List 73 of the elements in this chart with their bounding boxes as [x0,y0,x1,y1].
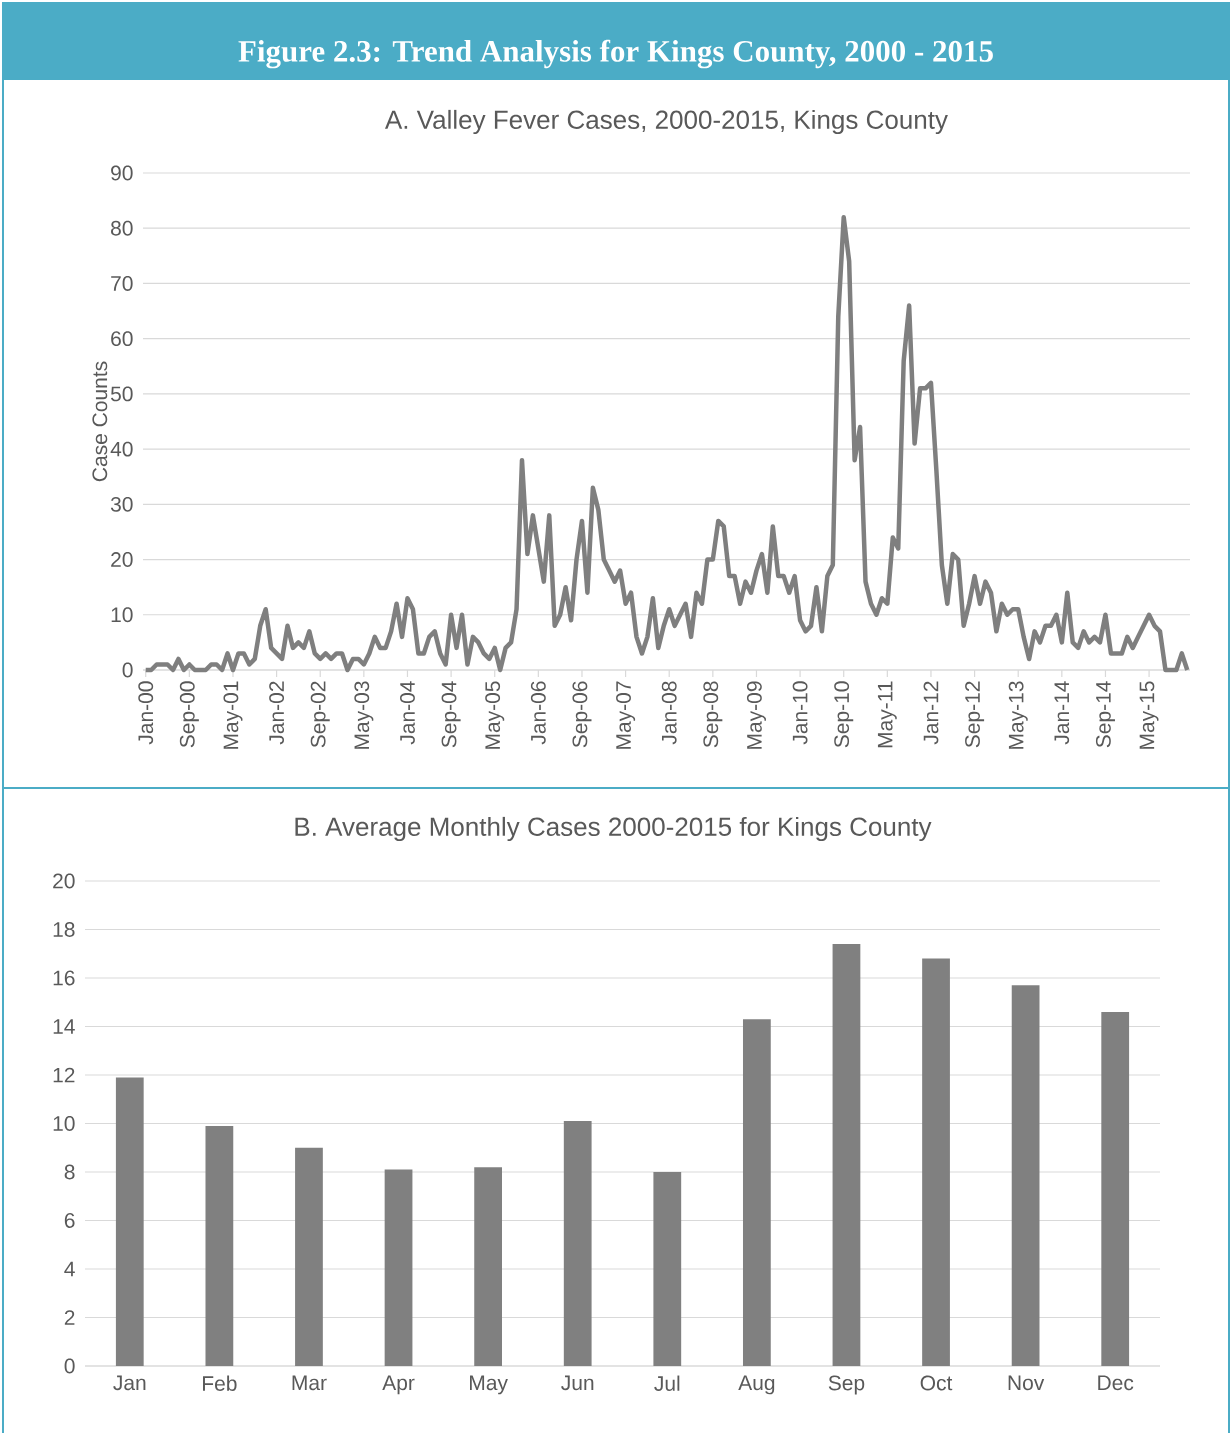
x-tick-label: Sep-14 [1095,681,1115,748]
y-tick-label: 60 [111,331,133,347]
x-tick-label: May-15 [1139,681,1159,749]
y-tick-label: 10 [111,607,133,623]
x-tick-label: May [470,1375,508,1395]
y-tick-label: 18 [53,922,75,937]
x-tick-label: Nov [1008,1375,1045,1391]
y-tick-label: 16 [53,970,75,986]
x-tick-label: Feb [203,1375,237,1391]
bar [1011,985,1040,1366]
y-tick-label: 12 [53,1067,75,1083]
x-tick-label: Dec [1098,1375,1134,1391]
bar [742,1019,771,1366]
x-tick-label: Aug [738,1375,775,1395]
y-tick-label: 20 [111,552,133,567]
x-tick-label: May-03 [354,681,374,749]
y-tick-label: 70 [111,276,133,291]
x-tick-label: Jan-08 [661,681,677,745]
x-tick-label: Sep-00 [179,681,199,748]
y-tick-label: 14 [53,1019,75,1034]
x-tick-label: Jan-00 [138,681,154,745]
x-tick-label: Apr [382,1375,415,1395]
bar [295,1147,323,1366]
chart-subtitle: A. Valley Fever Cases, 2000-2015, Kings County [384,109,948,135]
y-tick-label: 90 [111,165,133,181]
y-tick-label: 50 [110,386,133,402]
x-tick-label: Oct [920,1375,953,1391]
x-tick-label: Jan-10 [792,681,808,745]
y-tick-label: 10 [53,1116,75,1131]
x-tick-label: Jan-04 [400,681,415,745]
x-tick-label: Sep-10 [834,681,854,748]
y-tick-label: 0 [64,1358,75,1374]
x-tick-label: Jan [113,1375,146,1391]
x-tick-label: Jul [654,1375,680,1391]
x-tick-label: Sep-06 [572,681,592,748]
y-tick-label: 8 [64,1164,75,1180]
bar [922,958,950,1366]
y-tick-label: 6 [64,1213,75,1228]
y-tick-label: 20 [53,873,75,889]
x-tick-label: May-01 [223,681,243,749]
x-tick-label: Sep-02 [310,681,330,748]
x-tick-label: Jun [561,1375,594,1391]
x-tick-label: May-05 [485,681,505,749]
x-tick-label: Sep-08 [703,681,723,748]
y-tick-label: 0 [122,662,133,678]
bar [474,1167,503,1366]
x-tick-label: May-07 [616,681,636,749]
x-tick-label: May-11 [877,681,897,748]
y-tick-label: 4 [64,1261,75,1277]
bar [205,1125,234,1366]
x-tick-label: Jan-12 [923,681,939,745]
y-axis-title: Case Counts [92,361,108,482]
chart-title: Figure 2.3: Trend Analysis for Kings County, 2000 - 2015 [238,39,993,69]
bar [832,944,861,1366]
x-tick-label: Mar [292,1375,327,1391]
x-tick-label: Jan-06 [530,681,546,745]
x-tick-label: Jan-14 [1054,681,1070,745]
bar [384,1169,413,1366]
bar [563,1121,592,1366]
y-tick-label: 40 [110,441,133,457]
y-tick-label: 30 [110,496,133,512]
x-tick-label: Sep-12 [965,681,985,748]
chart-title: B. Average Monthly Cases 2000-2015 for Kings County [295,816,932,842]
bar [115,1077,144,1366]
y-tick-label: 2 [64,1310,75,1325]
x-tick-label: May-09 [746,681,766,749]
x-tick-label: Sep [828,1375,865,1395]
x-tick-label: Jan-02 [269,681,285,745]
bar [1101,1011,1130,1366]
bar [653,1172,682,1366]
y-tick-label: 80 [111,220,133,236]
x-tick-label: May-13 [1008,681,1028,749]
x-tick-label: Sep-04 [441,681,461,748]
